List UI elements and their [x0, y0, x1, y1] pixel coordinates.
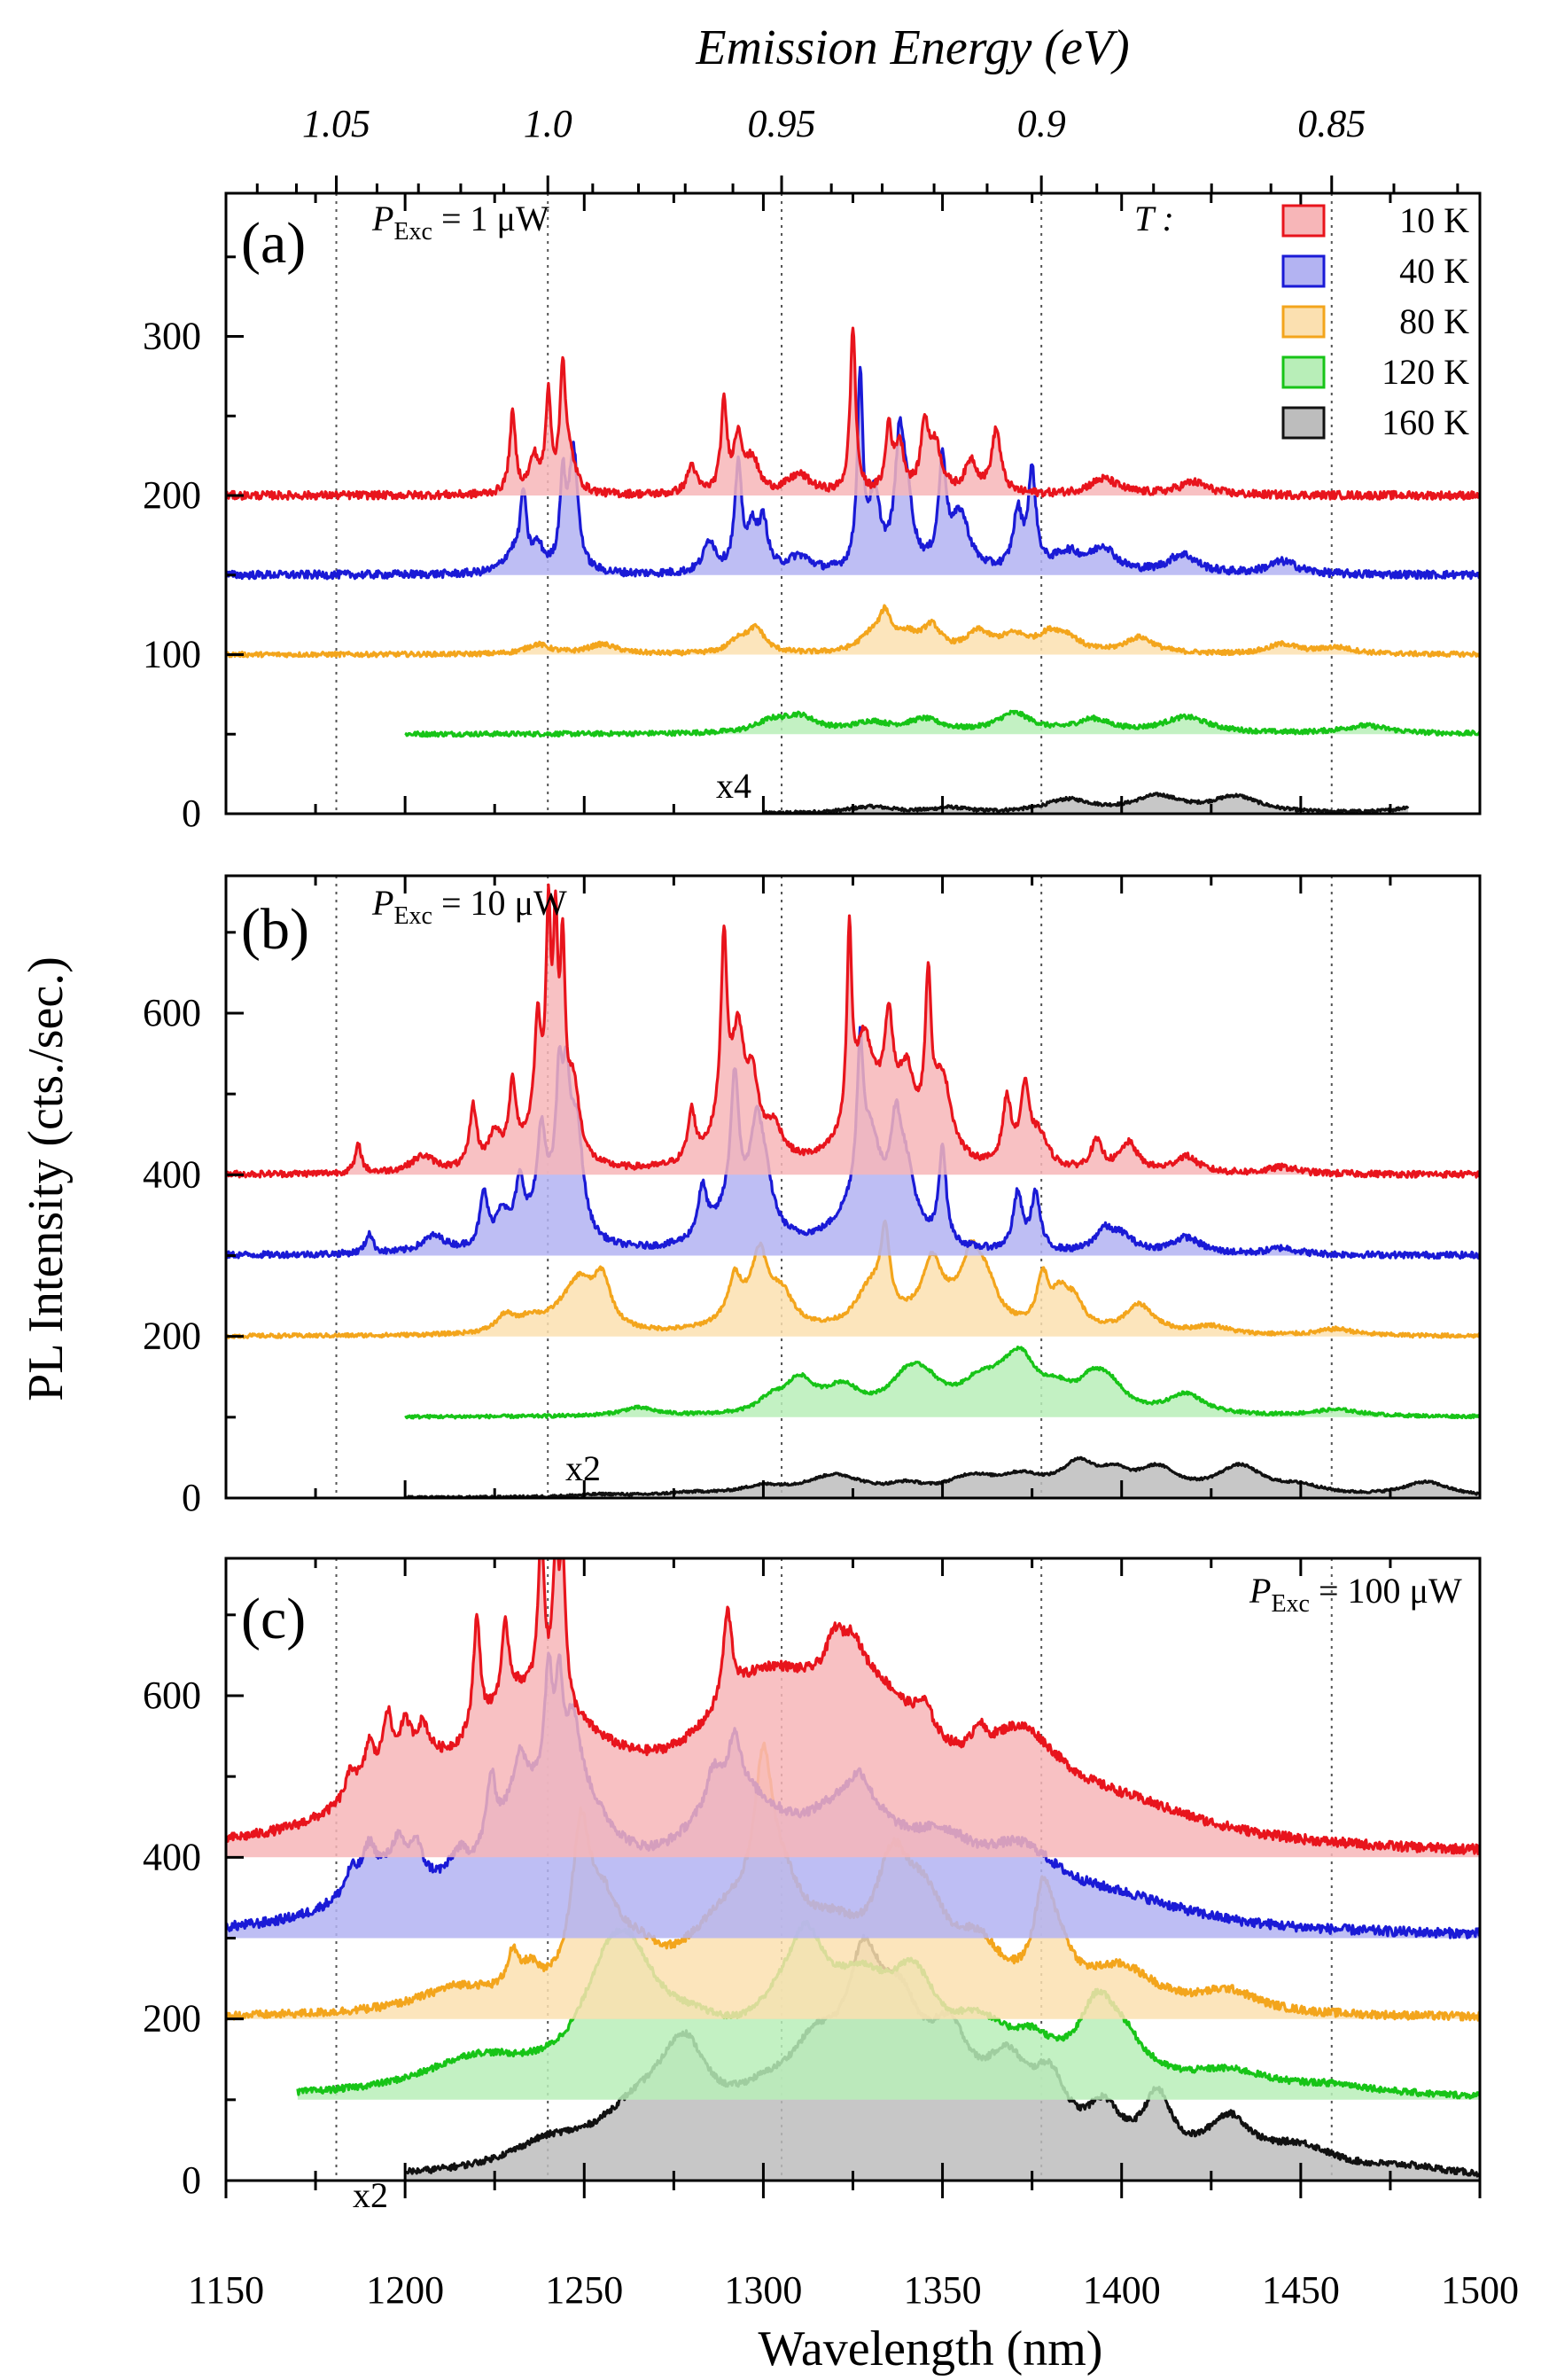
legend-label: 40 K: [1399, 251, 1469, 291]
x-tick-label: 1350: [904, 2268, 982, 2312]
series-line: [226, 365, 1480, 581]
series-fill: [226, 328, 1480, 500]
y-tick-label: 600: [143, 1674, 201, 1717]
power-subscript: Exc: [1271, 1590, 1310, 1618]
x-tick-label: 1200: [366, 2268, 444, 2312]
y-tick-label: 200: [143, 1997, 201, 2041]
series-line: [226, 326, 1480, 501]
legend: T : 10 K 40 K 80 K 120 K 160 K: [1134, 199, 1469, 442]
series-line: [226, 1558, 1480, 1855]
x-tick-label: 1500: [1441, 2268, 1519, 2312]
y-tick-label: 600: [143, 991, 201, 1034]
panel-label: (b): [241, 897, 309, 962]
y-tick-label: 300: [143, 315, 201, 358]
top-tick-label: 0.9: [1017, 102, 1066, 145]
x-tick-label: 1400: [1083, 2268, 1161, 2312]
x-tick-labels: 1150 1200 1250 1300 1350 1400 1450 1500: [188, 2268, 1519, 2312]
series-10k: [226, 326, 1480, 501]
y-tick-label: 400: [143, 1835, 201, 1878]
x-axis-label: Wavelength (nm): [759, 2321, 1103, 2376]
series-120k: [404, 1346, 1480, 1420]
series-40k: [226, 365, 1480, 581]
panel-a: 0 100 200 300: [143, 176, 1482, 835]
panel-c-annotations: (c) PExc = 100 μW x2: [241, 1571, 1462, 2215]
scale-note: x2: [565, 1448, 601, 1488]
y-tick-label: 0: [182, 2158, 201, 2202]
legend-label: 80 K: [1399, 301, 1469, 341]
top-tick-label: 1.05: [302, 102, 370, 145]
panels-layer: 0 100 200 300 0 200 400 600 0 200 400 600: [143, 176, 1482, 2202]
y-tick-label: 200: [143, 1315, 201, 1358]
panel-c: 0 200 400 600: [143, 1557, 1482, 2202]
legend-swatch-120k: [1281, 355, 1326, 389]
y-tick-label: 0: [182, 792, 201, 835]
panel-a-annotations: (a) PExc = 1 μW x4: [241, 199, 751, 806]
series-fill: [405, 1457, 1480, 1498]
series-160k: [762, 792, 1410, 814]
y-tick-label: 100: [143, 633, 201, 676]
series-fill: [226, 1221, 1480, 1338]
y-tick-label: 0: [182, 1476, 201, 1519]
power-symbol: P: [371, 199, 393, 238]
top-tick-labels: 1.05 1.0 0.95 0.9 0.85: [302, 102, 1366, 145]
top-tick-label: 0.85: [1297, 102, 1366, 145]
panel-label: (c): [241, 1587, 306, 1651]
power-symbol: P: [1249, 1571, 1271, 1611]
x-tick-label: 1150: [188, 2268, 264, 2312]
power-annotation: PExc = 100 μW: [1249, 1571, 1462, 1618]
legend-swatch-80k: [1281, 305, 1326, 339]
series-fill: [405, 1346, 1480, 1418]
x-tick-label: 1300: [724, 2268, 802, 2312]
series-fill: [226, 1558, 1480, 1858]
power-annotation: PExc = 10 μW: [371, 883, 567, 930]
series-80k: [226, 1219, 1480, 1339]
power-value: = 10 μW: [441, 883, 567, 923]
panel-label: (a): [241, 211, 306, 276]
power-symbol: P: [371, 883, 393, 923]
top-tick-label: 1.0: [524, 102, 572, 145]
legend-swatch-160k: [1281, 406, 1326, 440]
power-subscript: Exc: [393, 902, 432, 930]
series-line: [404, 709, 1480, 738]
series-fill: [405, 711, 1480, 737]
legend-label: 10 K: [1399, 200, 1469, 240]
x-tick-label: 1450: [1262, 2268, 1340, 2312]
series-fill: [226, 1743, 1480, 2021]
x-tick-label: 1250: [545, 2268, 623, 2312]
series-line: [226, 604, 1480, 659]
legend-label: 160 K: [1382, 402, 1469, 442]
top-tick-label: 0.95: [748, 102, 816, 145]
y-axis-label: PL Intensity (cts./sec.): [19, 956, 74, 1401]
legend-label: 120 K: [1382, 352, 1469, 392]
top-axis-title: Emission Energy (eV): [695, 20, 1129, 75]
y-tick-label: 200: [143, 473, 201, 517]
panel-b: 0 200 400 600: [143, 874, 1482, 1519]
series-line: [226, 1219, 1480, 1339]
scale-note: x2: [353, 2175, 388, 2215]
series-line: [404, 1346, 1480, 1420]
power-value: = 1 μW: [441, 199, 549, 238]
panel-b-annotations: (b) PExc = 10 μW x2: [241, 883, 601, 1488]
series-10k: [226, 883, 1480, 1179]
power-subscript: Exc: [393, 218, 432, 246]
y-tick-label: 400: [143, 1152, 201, 1196]
series-fill: [226, 1027, 1480, 1259]
series-fill: [226, 605, 1480, 657]
power-value: = 100 μW: [1319, 1571, 1462, 1611]
series-line: [226, 883, 1480, 1179]
series-80k: [226, 604, 1480, 659]
legend-title: T :: [1134, 199, 1174, 238]
power-annotation: PExc = 1 μW: [371, 199, 549, 246]
series-10k: [226, 1558, 1480, 1858]
legend-swatch-40k: [1281, 254, 1326, 288]
scale-note: x4: [716, 766, 751, 806]
series-120k: [404, 709, 1480, 738]
legend-swatch-10k: [1281, 204, 1326, 238]
